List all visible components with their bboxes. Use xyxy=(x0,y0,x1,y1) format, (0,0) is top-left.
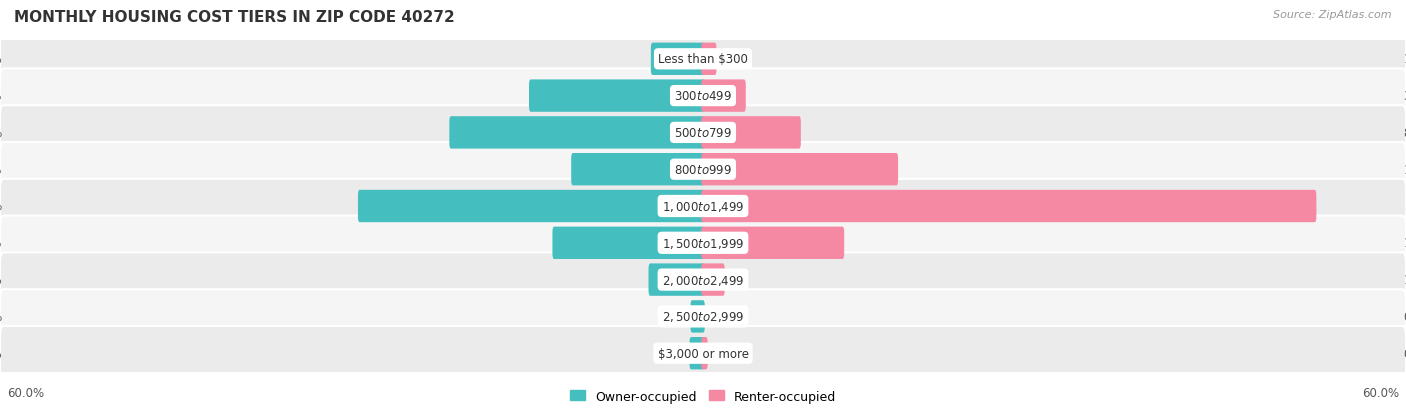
FancyBboxPatch shape xyxy=(689,337,704,370)
Text: $2,500 to $2,999: $2,500 to $2,999 xyxy=(662,310,744,324)
FancyBboxPatch shape xyxy=(0,142,1406,197)
Text: 8.2%: 8.2% xyxy=(1403,127,1406,140)
Text: 52.2%: 52.2% xyxy=(1403,200,1406,213)
FancyBboxPatch shape xyxy=(529,80,704,112)
FancyBboxPatch shape xyxy=(0,106,1406,160)
FancyBboxPatch shape xyxy=(359,190,704,223)
FancyBboxPatch shape xyxy=(651,43,704,76)
Text: 29.3%: 29.3% xyxy=(0,200,3,213)
Text: 1.0%: 1.0% xyxy=(0,347,3,360)
Text: 0.92%: 0.92% xyxy=(0,310,3,323)
FancyBboxPatch shape xyxy=(690,301,704,333)
FancyBboxPatch shape xyxy=(702,80,745,112)
FancyBboxPatch shape xyxy=(702,227,844,259)
Text: MONTHLY HOUSING COST TIERS IN ZIP CODE 40272: MONTHLY HOUSING COST TIERS IN ZIP CODE 4… xyxy=(14,10,454,25)
Text: 4.3%: 4.3% xyxy=(0,53,3,66)
FancyBboxPatch shape xyxy=(702,190,1316,223)
Text: 1.7%: 1.7% xyxy=(1403,273,1406,286)
Text: $500 to $799: $500 to $799 xyxy=(673,127,733,140)
Text: 11.9%: 11.9% xyxy=(1403,237,1406,250)
Text: $1,000 to $1,499: $1,000 to $1,499 xyxy=(662,199,744,214)
FancyBboxPatch shape xyxy=(702,264,724,296)
Text: 11.1%: 11.1% xyxy=(0,163,3,176)
Text: $800 to $999: $800 to $999 xyxy=(673,163,733,176)
FancyBboxPatch shape xyxy=(0,216,1406,271)
FancyBboxPatch shape xyxy=(0,179,1406,234)
Text: $1,500 to $1,999: $1,500 to $1,999 xyxy=(662,236,744,250)
FancyBboxPatch shape xyxy=(571,154,704,186)
Text: Source: ZipAtlas.com: Source: ZipAtlas.com xyxy=(1274,10,1392,20)
Text: 3.5%: 3.5% xyxy=(1403,90,1406,103)
Text: 1.0%: 1.0% xyxy=(1403,53,1406,66)
Legend: Owner-occupied, Renter-occupied: Owner-occupied, Renter-occupied xyxy=(569,390,837,403)
Text: $3,000 or more: $3,000 or more xyxy=(658,347,748,360)
Text: 16.5%: 16.5% xyxy=(1403,163,1406,176)
Text: 12.7%: 12.7% xyxy=(0,237,3,250)
Text: 4.5%: 4.5% xyxy=(0,273,3,286)
FancyBboxPatch shape xyxy=(648,264,704,296)
FancyBboxPatch shape xyxy=(0,290,1406,344)
Text: 14.7%: 14.7% xyxy=(0,90,3,103)
Text: Less than $300: Less than $300 xyxy=(658,53,748,66)
FancyBboxPatch shape xyxy=(702,117,801,149)
Text: 60.0%: 60.0% xyxy=(1362,386,1399,399)
Text: 0.25%: 0.25% xyxy=(1403,347,1406,360)
Text: $300 to $499: $300 to $499 xyxy=(673,90,733,103)
FancyBboxPatch shape xyxy=(702,154,898,186)
FancyBboxPatch shape xyxy=(702,43,717,76)
FancyBboxPatch shape xyxy=(0,253,1406,307)
FancyBboxPatch shape xyxy=(553,227,704,259)
Text: 21.5%: 21.5% xyxy=(0,127,3,140)
FancyBboxPatch shape xyxy=(702,337,707,370)
Text: $2,000 to $2,499: $2,000 to $2,499 xyxy=(662,273,744,287)
FancyBboxPatch shape xyxy=(0,69,1406,123)
FancyBboxPatch shape xyxy=(0,326,1406,380)
Text: 0.0%: 0.0% xyxy=(1403,310,1406,323)
Text: 60.0%: 60.0% xyxy=(7,386,44,399)
FancyBboxPatch shape xyxy=(450,117,704,149)
FancyBboxPatch shape xyxy=(0,33,1406,87)
